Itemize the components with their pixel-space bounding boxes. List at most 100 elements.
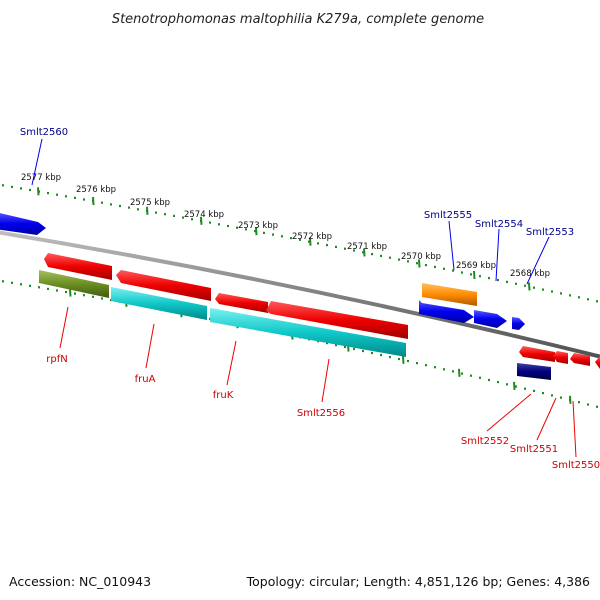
gene-smlt2555-arrow[interactable] [419,300,474,323]
gene-arrow-red-3[interactable] [215,293,268,313]
minor-tick [173,214,175,217]
minor-tick [74,196,76,199]
minor-tick [254,230,256,233]
minor-tick [398,357,400,361]
gene-fruk-block[interactable] [210,308,406,357]
tick-label: 2568 kbp [510,269,550,279]
label-smlt2555[interactable]: Smlt2555 [424,210,472,221]
minor-tick [11,185,13,188]
minor-tick [488,277,490,280]
gene-frua-block[interactable] [111,287,207,320]
minor-tick [389,256,391,259]
major-tick [363,248,366,257]
minor-tick [335,344,337,347]
minor-tick [11,281,13,284]
minor-tick [380,254,382,257]
minor-tick [380,353,382,357]
minor-tick [596,300,598,303]
minor-tick [353,347,355,351]
label-frua[interactable]: fruA [135,374,156,385]
minor-tick [425,264,427,267]
label-smlt2550[interactable]: Smlt2550 [552,460,600,471]
minor-tick [416,262,418,265]
gene-arrow-red-8[interactable] [595,356,600,370]
minor-tick [407,359,409,363]
minor-tick [443,267,445,270]
label-fruk[interactable]: fruK [213,390,234,401]
gene-arrow-red-5[interactable] [519,346,555,362]
minor-tick [2,280,4,283]
label-smlt2556[interactable]: Smlt2556 [297,408,345,419]
minor-tick [434,265,436,268]
minor-tick [524,284,526,287]
gene-navy-block[interactable] [517,363,551,380]
minor-tick [56,193,58,196]
minor-tick [65,195,67,198]
leader-fruk [226,340,237,386]
tick-label: 2573 kbp [238,221,278,231]
label-smlt2560[interactable]: Smlt2560 [20,127,68,138]
major-tick [69,288,72,297]
minor-tick [353,249,355,252]
tick-label: 2574 kbp [184,210,224,220]
minor-tick [155,211,157,214]
label-smlt2552[interactable]: Smlt2552 [461,436,509,447]
minor-tick [191,218,193,221]
minor-tick [47,192,49,195]
minor-tick [398,258,400,261]
major-tick [513,381,516,390]
minor-tick [290,237,292,240]
tick-label: 2575 kbp [130,198,170,208]
minor-tick [452,269,454,272]
label-smlt2554[interactable]: Smlt2554 [475,219,523,230]
minor-tick [236,226,238,229]
major-tick [402,355,405,364]
minor-tick [245,228,247,231]
gene-arrow-red-7[interactable] [570,353,590,366]
minor-tick [443,368,445,371]
major-tick [473,270,476,279]
major-tick [255,227,258,236]
minor-tick [578,296,580,299]
minor-tick [218,223,220,226]
minor-tick [326,342,328,345]
gene-orange-block[interactable] [422,283,477,306]
tick-label: 2576 kbp [76,185,116,195]
minor-tick [524,387,526,390]
gene-arrow-red-1[interactable] [44,253,112,280]
minor-tick [461,271,463,274]
minor-tick [38,286,40,289]
minor-tick [29,284,31,287]
leader-smlt2555 [448,220,455,271]
minor-tick [560,292,562,295]
gene-smlt2560-arrow[interactable] [0,212,46,235]
leader-rpfn [59,306,69,349]
label-rpfn[interactable]: rpfN [46,354,67,365]
gene-arrow-red-4[interactable] [266,301,408,339]
footer-accession: Accession: NC_010943 [9,574,152,589]
map-title: Stenotrophomonas maltophilia K279a, comp… [112,12,484,27]
minor-tick [101,201,103,204]
minor-tick [92,295,94,298]
minor-tick [551,394,553,397]
minor-tick [506,383,508,386]
major-tick [458,368,461,377]
major-tick [528,282,531,291]
gene-arrow-red-2[interactable] [116,270,211,301]
minor-tick [371,351,373,355]
major-tick [569,395,572,404]
minor-tick [470,374,472,377]
major-tick [146,206,149,215]
gene-smlt2554-arrow[interactable] [474,310,507,328]
gene-arrow-red-6[interactable] [553,351,568,364]
gene-smlt2553-arrow[interactable] [512,317,525,330]
minor-tick [20,187,22,190]
label-smlt2553[interactable]: Smlt2553 [526,227,574,238]
minor-tick [452,370,454,373]
minor-tick [542,288,544,291]
gene-rpfn-block[interactable] [39,270,109,298]
minor-tick [542,392,544,395]
minor-tick [515,282,517,285]
tick-label: 2577 kbp [21,173,61,183]
label-smlt2551[interactable]: Smlt2551 [510,444,558,455]
